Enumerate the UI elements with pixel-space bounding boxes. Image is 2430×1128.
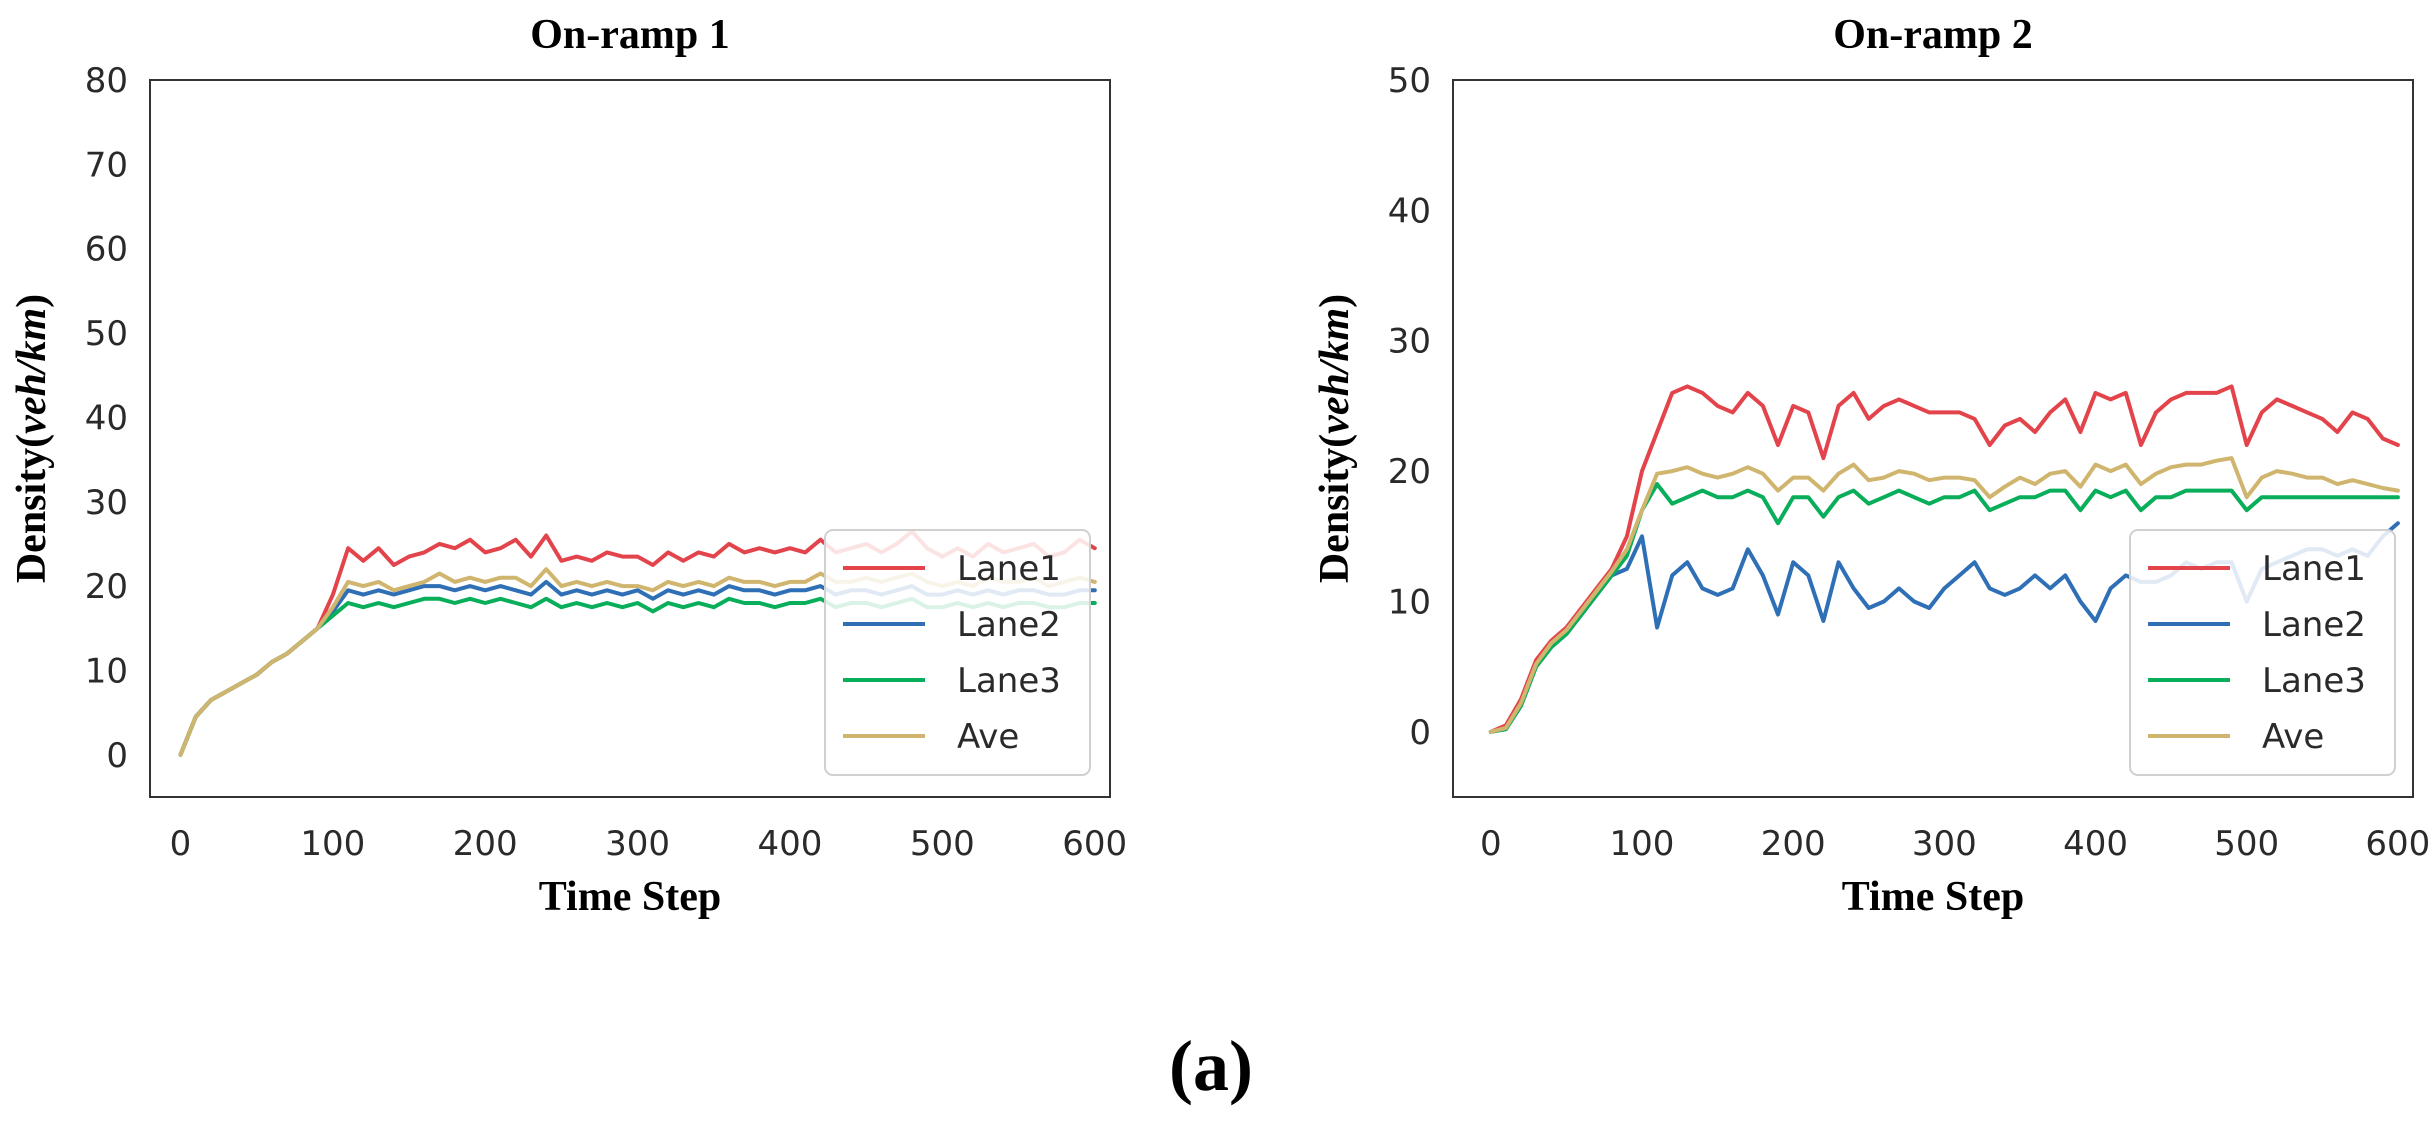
y-axis-label-prefix: Density( bbox=[1312, 434, 1358, 583]
y-tick-label: 50 bbox=[85, 314, 128, 354]
legend: Lane1 Lane2 Lane3 Ave bbox=[2129, 529, 2396, 776]
series-line-lane1 bbox=[1488, 384, 2400, 734]
x-axis-label: Time Step bbox=[539, 874, 721, 920]
panel-on-ramp-2: On-ramp 2 0 100 200 300 400 500 600 0 10 20 30 40 50 T… bbox=[1312, 12, 2430, 920]
x-tick-label: 200 bbox=[1761, 824, 1826, 864]
y-tick-label: 30 bbox=[85, 483, 128, 523]
legend-box bbox=[2129, 529, 2396, 776]
x-tick-label: 200 bbox=[453, 824, 518, 864]
x-tick-label: 300 bbox=[605, 824, 670, 864]
legend-label-lane2: Lane2 bbox=[957, 605, 1061, 645]
legend-box bbox=[824, 529, 1091, 776]
legend-label-ave: Ave bbox=[957, 717, 1019, 757]
x-tick-label: 0 bbox=[170, 824, 192, 864]
legend-label-lane2: Lane2 bbox=[2262, 605, 2366, 645]
plot-frame bbox=[1452, 79, 2414, 798]
x-tick-label: 100 bbox=[300, 824, 365, 864]
panel-on-ramp-1: On-ramp 1 0 100 200 300 400 500 600 0 10 20 30 40 50 6… bbox=[9, 12, 1127, 920]
y-tick-label: 20 bbox=[85, 567, 128, 607]
y-tick-label: 30 bbox=[1388, 322, 1431, 362]
y-tick-label: 40 bbox=[1388, 191, 1431, 231]
y-axis-label-suffix: ) bbox=[9, 294, 55, 308]
chart-title: On-ramp 2 bbox=[1833, 12, 2033, 58]
plot-area bbox=[1488, 384, 2400, 734]
y-tick-label: 70 bbox=[85, 145, 128, 185]
y-axis-label: Density(veh/km) bbox=[1312, 294, 1358, 583]
y-tick-label: 10 bbox=[1388, 582, 1431, 622]
y-tick-label: 10 bbox=[85, 651, 128, 691]
x-tick-label: 500 bbox=[2214, 824, 2279, 864]
x-tick-label: 0 bbox=[1480, 824, 1502, 864]
legend-label-lane1: Lane1 bbox=[957, 549, 1061, 589]
y-axis-label-unit: veh/km bbox=[9, 308, 55, 434]
y-tick-label: 40 bbox=[85, 398, 128, 438]
y-tick-label: 80 bbox=[85, 61, 128, 101]
x-tick-label: 600 bbox=[1062, 824, 1127, 864]
y-tick-label: 20 bbox=[1388, 452, 1431, 492]
x-axis-label: Time Step bbox=[1842, 874, 2024, 920]
legend-label-lane3: Lane3 bbox=[2262, 661, 2366, 701]
series-line-ave bbox=[1488, 456, 2400, 734]
legend-label-lane3: Lane3 bbox=[957, 661, 1061, 701]
x-tick-label: 100 bbox=[1610, 824, 1675, 864]
x-tick-label: 600 bbox=[2365, 824, 2430, 864]
plot-frame bbox=[149, 79, 1111, 798]
x-tick-label: 400 bbox=[758, 824, 823, 864]
chart-title: On-ramp 1 bbox=[530, 12, 730, 58]
y-axis-label-unit: veh/km bbox=[1312, 308, 1358, 434]
y-axis-label: Density(veh/km) bbox=[9, 294, 55, 583]
y-axis-label-suffix: ) bbox=[1312, 294, 1358, 308]
y-tick-label: 60 bbox=[85, 230, 128, 270]
x-tick-label: 300 bbox=[1912, 824, 1977, 864]
legend-label-lane1: Lane1 bbox=[2262, 549, 2366, 589]
y-tick-label: 0 bbox=[1409, 713, 1431, 753]
x-tick-label: 400 bbox=[2063, 824, 2128, 864]
legend: Lane1 Lane2 Lane3 Ave bbox=[824, 529, 1091, 776]
y-tick-label: 0 bbox=[106, 736, 128, 776]
panel-label: (a) bbox=[1169, 1026, 1253, 1106]
y-axis-label-prefix: Density( bbox=[9, 434, 55, 583]
legend-label-ave: Ave bbox=[2262, 717, 2324, 757]
y-tick-label: 50 bbox=[1388, 61, 1431, 101]
x-tick-label: 500 bbox=[910, 824, 975, 864]
